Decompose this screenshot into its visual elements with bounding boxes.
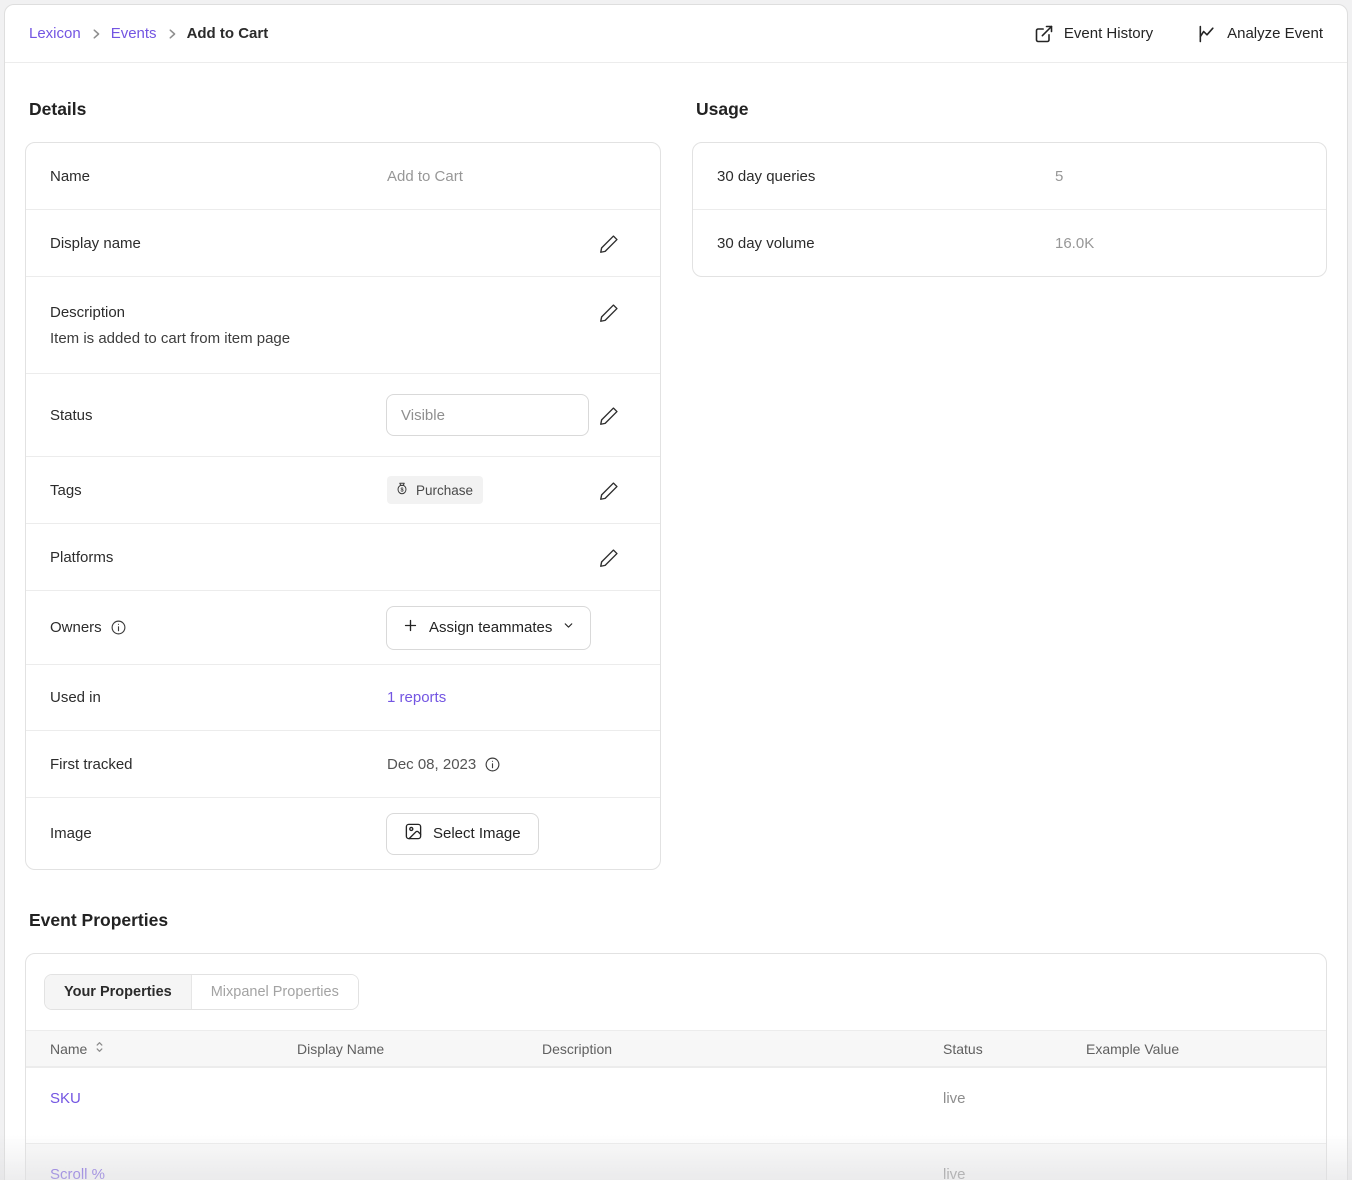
details-title: Details — [29, 99, 87, 119]
edit-display-name-pencil-icon[interactable] — [598, 232, 620, 254]
details-row-owners: Owners Assign teammates — [26, 590, 660, 664]
main-content: Details Name Add to Cart Display name De… — [5, 63, 1347, 1180]
breadcrumb-events[interactable]: Events — [110, 25, 157, 42]
image-label: Image — [50, 825, 92, 842]
table-row-scroll[interactable]: Scroll % live — [26, 1143, 1326, 1180]
event-properties-section: Event Properties Your Properties Mixpane… — [25, 910, 1327, 1180]
property-link-scroll[interactable]: Scroll % — [50, 1166, 106, 1180]
details-row-description: Description Item is added to cart from i… — [26, 276, 660, 373]
details-row-status: Status — [26, 373, 660, 456]
usage-section: Usage 30 day queries 5 30 day volume 16.… — [692, 99, 1327, 277]
page-card: Lexicon Events Add to Cart Event History — [4, 4, 1348, 1180]
edit-platforms-pencil-icon[interactable] — [598, 546, 620, 568]
event-history-button[interactable]: Event History — [1034, 24, 1153, 44]
column-header-name[interactable]: Name — [50, 1040, 297, 1057]
edit-tags-pencil-icon[interactable] — [598, 479, 620, 501]
name-label: Name — [50, 167, 91, 185]
volume-label: 30 day volume — [717, 234, 815, 252]
property-status: live — [943, 1090, 966, 1107]
usage-title: Usage — [696, 99, 749, 119]
topbar-actions: Event History Analyze Event — [1034, 24, 1323, 44]
image-icon — [404, 822, 423, 845]
column-header-example-value: Example Value — [1086, 1040, 1180, 1057]
edit-status-pencil-icon[interactable] — [598, 404, 620, 426]
details-row-first-tracked: First tracked Dec 08, 2023 — [26, 730, 660, 797]
platforms-label: Platforms — [50, 548, 114, 566]
plus-icon — [402, 617, 419, 638]
usage-card: 30 day queries 5 30 day volume 16.0K — [692, 142, 1327, 277]
tab-your-properties[interactable]: Your Properties — [45, 975, 192, 1009]
assign-teammates-button[interactable]: Assign teammates — [386, 605, 592, 650]
tab-mixpanel-properties[interactable]: Mixpanel Properties — [191, 975, 358, 1009]
usage-row-queries: 30 day queries 5 — [693, 143, 1326, 209]
status-label: Status — [50, 406, 93, 424]
line-chart-icon — [1197, 24, 1217, 44]
event-properties-card: Your Properties Mixpanel Properties Name… — [25, 953, 1327, 1180]
properties-table-header: Name Display Name Description Status Exa… — [26, 1030, 1326, 1067]
column-header-display-name: Display Name — [297, 1040, 385, 1057]
used-in-reports-link[interactable]: 1 reports — [387, 689, 447, 706]
queries-value: 5 — [1055, 167, 1064, 185]
description-label: Description — [50, 304, 126, 321]
details-row-used-in: Used in 1 reports — [26, 664, 660, 730]
tag-label: Purchase — [416, 482, 474, 498]
queries-label: 30 day queries — [717, 167, 816, 185]
used-in-label: Used in — [50, 689, 101, 706]
description-value: Item is added to cart from item page — [50, 330, 291, 347]
svg-text:$: $ — [400, 488, 403, 494]
details-row-tags: Tags $ Purchase — [26, 456, 660, 523]
owners-info-icon[interactable] — [110, 619, 127, 636]
breadcrumb-lexicon[interactable]: Lexicon — [29, 25, 81, 42]
event-history-label: Event History — [1063, 25, 1154, 42]
volume-value: 16.0K — [1055, 234, 1095, 252]
property-status: live — [943, 1166, 966, 1180]
details-row-name: Name Add to Cart — [26, 143, 660, 209]
breadcrumb: Lexicon Events Add to Cart — [29, 25, 268, 42]
assign-teammates-label: Assign teammates — [429, 619, 553, 636]
external-link-icon — [1034, 24, 1054, 44]
breadcrumb-current-event: Add to Cart — [186, 25, 269, 42]
sort-icon — [94, 1040, 105, 1057]
details-section: Details Name Add to Cart Display name De… — [25, 99, 661, 870]
edit-description-pencil-icon[interactable] — [598, 301, 620, 323]
details-row-display-name: Display name — [26, 209, 660, 276]
table-row-sku[interactable]: SKU live — [26, 1067, 1326, 1143]
column-header-description: Description — [542, 1040, 613, 1057]
first-tracked-info-icon[interactable] — [484, 756, 501, 773]
display-name-label: Display name — [50, 234, 141, 252]
chevron-down-icon — [562, 619, 575, 636]
event-properties-title: Event Properties — [29, 910, 169, 930]
analyze-event-button[interactable]: Analyze Event — [1197, 24, 1323, 44]
properties-tabs: Your Properties Mixpanel Properties — [44, 974, 359, 1010]
top-bar: Lexicon Events Add to Cart Event History — [5, 5, 1347, 63]
tag-chip-purchase[interactable]: $ Purchase — [387, 476, 484, 504]
details-card: Name Add to Cart Display name Descriptio… — [25, 142, 661, 870]
tags-label: Tags — [50, 481, 82, 499]
chevron-right-icon — [166, 27, 178, 41]
details-row-platforms: Platforms — [26, 523, 660, 590]
column-header-status: Status — [943, 1040, 983, 1057]
first-tracked-label: First tracked — [50, 755, 133, 773]
status-input[interactable] — [386, 394, 589, 436]
details-row-image: Image Select Image — [26, 797, 660, 869]
analyze-event-label: Analyze Event — [1227, 25, 1323, 42]
property-link-sku[interactable]: SKU — [50, 1090, 81, 1107]
chevron-right-icon — [90, 27, 102, 41]
owners-label: Owners — [50, 619, 102, 636]
select-image-button[interactable]: Select Image — [386, 812, 539, 855]
properties-tabs-wrap: Your Properties Mixpanel Properties — [26, 954, 1326, 1030]
name-value: Add to Cart — [387, 167, 463, 185]
usage-row-volume: 30 day volume 16.0K — [693, 209, 1326, 276]
first-tracked-value: Dec 08, 2023 — [387, 755, 477, 773]
money-bag-icon: $ — [395, 481, 409, 499]
select-image-label: Select Image — [433, 825, 521, 842]
